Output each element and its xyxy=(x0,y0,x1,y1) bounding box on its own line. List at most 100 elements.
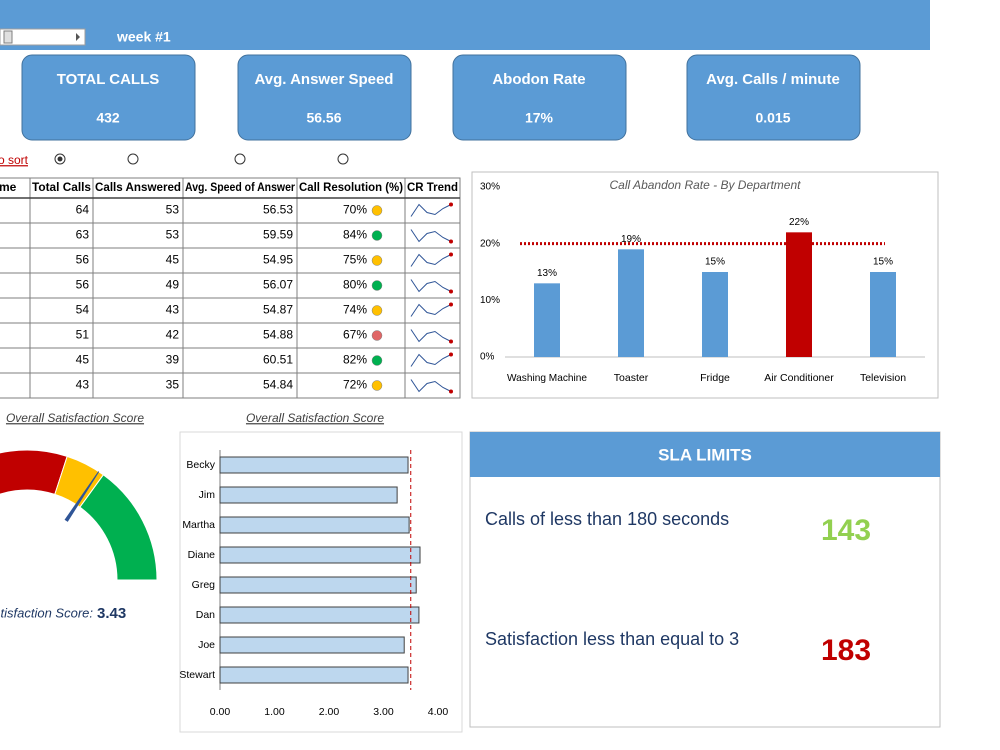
bar xyxy=(534,283,560,357)
sparkline-end xyxy=(449,239,453,244)
radio-dot xyxy=(57,156,63,162)
header-bar xyxy=(0,0,930,50)
table-cell: 51 xyxy=(76,328,90,342)
table-cell: 39 xyxy=(166,353,180,367)
table-header: Call Resolution (%) xyxy=(299,180,403,194)
table-cell: 75% xyxy=(343,253,367,267)
y-tick-label: Martha xyxy=(182,519,215,531)
kpi-label: Avg. Calls / minute xyxy=(706,71,840,88)
table-cell: 49 xyxy=(166,278,180,292)
value-label: 13% xyxy=(537,268,557,279)
table-frame xyxy=(0,177,461,399)
bar xyxy=(786,232,812,357)
kpi-value: 432 xyxy=(96,110,120,126)
bar xyxy=(219,576,417,594)
sla-title: SLA LIMITS xyxy=(658,445,752,464)
x-tick-label: 2.00 xyxy=(319,706,340,718)
sparkline-end xyxy=(449,289,453,294)
sort-label[interactable]: to sort xyxy=(0,153,29,167)
table-cell: 54.88 xyxy=(263,328,293,342)
table-cell: 42 xyxy=(166,328,180,342)
table-header: Name xyxy=(0,180,17,194)
radio[interactable] xyxy=(127,153,139,165)
kpi-card xyxy=(21,54,196,141)
y-tick-label: Jim xyxy=(199,489,216,501)
status-indicator xyxy=(371,205,383,216)
y-tick-label: Diane xyxy=(188,549,216,561)
sparkline-end xyxy=(449,202,453,207)
sla-frame xyxy=(469,431,941,728)
table-cell: 84% xyxy=(343,228,367,242)
table-cell: 54.84 xyxy=(263,378,293,392)
week-label: week #1 xyxy=(116,29,171,45)
kpi-label: Abodon Rate xyxy=(492,71,585,88)
y-tick-label: Dan xyxy=(196,609,215,621)
table-cell: 54 xyxy=(76,303,90,317)
y-tick-label: Becky xyxy=(186,459,215,471)
kpi-label: TOTAL CALLS xyxy=(57,71,160,88)
table-header: Avg. Speed of Answer xyxy=(185,180,295,194)
table-cell: 45 xyxy=(166,253,180,267)
status-indicator xyxy=(371,305,383,316)
table-header: CR Trend xyxy=(407,180,458,194)
sort-radios xyxy=(54,153,349,165)
radio[interactable] xyxy=(337,153,349,165)
y-tick-label: 0% xyxy=(480,352,495,363)
table-cell: 56 xyxy=(76,278,90,292)
sparkline-end xyxy=(449,252,453,257)
bar xyxy=(870,272,896,357)
x-tick-label: Fridge xyxy=(700,372,730,384)
table-cell: 35 xyxy=(166,378,180,392)
table-cell: 64 xyxy=(76,203,90,217)
y-tick-label: 10% xyxy=(480,295,500,306)
week-scrollbar[interactable] xyxy=(0,28,86,46)
value-label: 15% xyxy=(873,257,893,268)
status-indicator xyxy=(371,255,383,266)
x-tick-label: 4.00 xyxy=(428,706,449,718)
y-tick-label: Joe xyxy=(198,639,215,651)
bar xyxy=(219,486,398,504)
sparkline-end xyxy=(449,339,453,344)
table-cell: 53 xyxy=(166,228,180,242)
table-cell: 74% xyxy=(343,303,367,317)
table-cell: 54.87 xyxy=(263,303,293,317)
table-cell: 45 xyxy=(76,353,90,367)
chart-title: Overall Satisfaction Score xyxy=(246,411,384,425)
bar xyxy=(219,666,409,684)
value-label: 19% xyxy=(621,234,641,245)
x-tick-label: Toaster xyxy=(614,372,649,384)
table-cell: 70% xyxy=(343,203,367,217)
bar xyxy=(219,516,410,534)
y-tick-label: 30% xyxy=(480,182,500,193)
table-cell: 60.51 xyxy=(263,353,293,367)
sparkline-end xyxy=(449,352,453,357)
sla-label: Calls of less than 180 seconds xyxy=(485,509,729,529)
kpi-value: 56.56 xyxy=(306,110,341,126)
status-indicator xyxy=(371,230,383,241)
bar xyxy=(219,546,421,564)
table-cell: 82% xyxy=(343,353,367,367)
y-tick-label: Greg xyxy=(192,579,216,591)
x-tick-label: Television xyxy=(860,372,906,384)
x-tick-label: 0.00 xyxy=(210,706,231,718)
kpi-card xyxy=(686,54,861,141)
table-cell: 59.59 xyxy=(263,228,293,242)
radio[interactable] xyxy=(234,153,246,165)
table-cell: 56.07 xyxy=(263,278,293,292)
gauge-title: Overall Satisfaction Score xyxy=(6,411,144,425)
bar xyxy=(219,636,405,654)
y-tick-label: 20% xyxy=(480,238,500,249)
status-indicator xyxy=(371,355,383,366)
chart-title: Call Abandon Rate - By Department xyxy=(610,178,802,192)
status-indicator xyxy=(371,330,383,341)
kpi-value: 17% xyxy=(525,110,554,126)
sparkline-end xyxy=(449,302,453,307)
scroll-arrow[interactable] xyxy=(76,33,80,41)
table-cell: 80% xyxy=(343,278,367,292)
bar xyxy=(219,456,409,474)
table-cell: 43 xyxy=(166,303,180,317)
sparkline-end xyxy=(449,389,453,394)
value-label: 15% xyxy=(705,257,725,268)
scroll-thumb[interactable] xyxy=(3,30,13,44)
